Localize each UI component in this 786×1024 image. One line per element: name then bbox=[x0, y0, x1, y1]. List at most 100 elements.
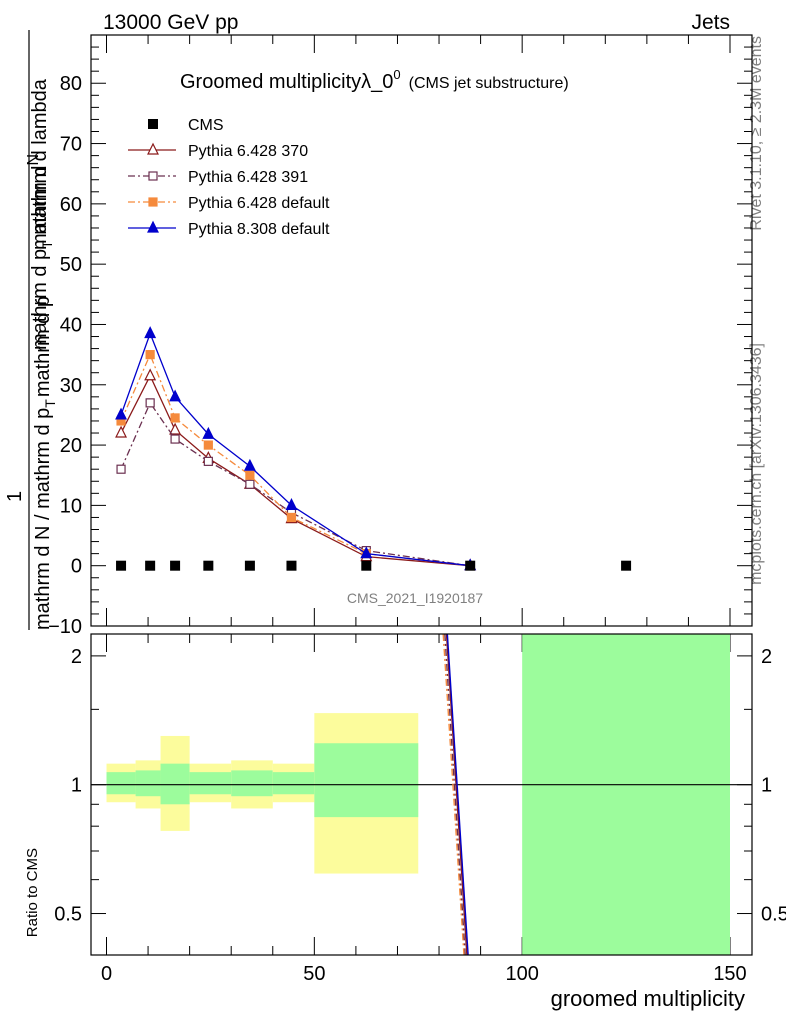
series-marker bbox=[360, 546, 373, 559]
cms-point bbox=[145, 560, 156, 571]
x-tick-label: 50 bbox=[303, 963, 325, 985]
series-marker bbox=[115, 425, 128, 438]
x-axis-title: groomed multiplicity bbox=[551, 986, 745, 1011]
ratio-y-axis-title: Ratio to CMS bbox=[24, 848, 41, 937]
ylabel-upper-n: N bbox=[25, 154, 42, 166]
y-tick-label: 0 bbox=[71, 556, 82, 578]
ratio-tick-label-right: 2 bbox=[761, 646, 772, 668]
series-marker bbox=[116, 464, 126, 474]
ratio-band-inner bbox=[135, 770, 161, 797]
series-marker bbox=[145, 350, 155, 360]
series-pythia-6-428-370 bbox=[115, 368, 477, 571]
cms-point bbox=[170, 560, 181, 571]
ylabel-den-tail: mathrm d p bbox=[32, 296, 54, 397]
series-pythia-6-428-391 bbox=[116, 398, 475, 571]
plot-title: Groomed multiplicityλ_00 (CMS jet substru… bbox=[180, 67, 569, 93]
ratio-line bbox=[445, 633, 468, 956]
ratio-band-inner bbox=[314, 743, 419, 818]
series-marker bbox=[203, 440, 213, 450]
series-marker bbox=[203, 456, 213, 466]
series-marker bbox=[115, 407, 128, 420]
header-category: Jets bbox=[691, 11, 730, 34]
series-marker bbox=[170, 434, 180, 444]
ylabel-mid-sub: T bbox=[39, 240, 55, 249]
ratio-tick-label: 1 bbox=[71, 775, 82, 797]
cms-point bbox=[244, 560, 255, 571]
rivet-label: Rivet 3.1.10, ≥ 2.3M events bbox=[748, 36, 765, 231]
series-marker bbox=[144, 326, 157, 339]
series-line bbox=[120, 331, 471, 567]
series-line bbox=[120, 374, 471, 567]
series-marker bbox=[169, 389, 182, 402]
ylabel-mid-tail: mathrm d lambda bbox=[29, 78, 51, 240]
cms-point bbox=[286, 560, 297, 571]
ratio-frame bbox=[90, 633, 753, 956]
y-tick-label: 40 bbox=[60, 314, 82, 336]
legend-label: Pythia 6.428 default bbox=[188, 195, 330, 212]
ratio-band-inner bbox=[231, 770, 273, 797]
title-text: Groomed multiplicity bbox=[180, 71, 361, 93]
series-marker bbox=[145, 398, 155, 408]
y-tick-label: 70 bbox=[60, 134, 82, 156]
cms-point bbox=[203, 560, 214, 571]
ylabel-denominator: mathrm d N / mathrm d pTmathrm d p bbox=[32, 296, 58, 630]
legend-label: Pythia 6.428 370 bbox=[188, 143, 308, 160]
series-marker bbox=[243, 458, 256, 471]
ratio-line bbox=[444, 633, 466, 956]
legend-label: Pythia 6.428 391 bbox=[188, 169, 308, 186]
y-tick-label: 30 bbox=[60, 375, 82, 397]
series-marker bbox=[148, 197, 158, 207]
ratio-band-inner bbox=[522, 634, 730, 955]
ratio-band-inner bbox=[189, 772, 232, 795]
main-frame bbox=[90, 34, 753, 627]
series-marker bbox=[245, 470, 255, 480]
series-layer bbox=[115, 326, 477, 571]
series-marker bbox=[169, 422, 182, 435]
ylabel-numerator: 1 bbox=[4, 491, 26, 502]
y-tick-label: 60 bbox=[60, 194, 82, 216]
ratio-tick-label: 0.5 bbox=[54, 904, 82, 926]
ylabel-upper-a: mathrm dN bbox=[25, 154, 51, 250]
legend: CMS Pythia 6.428 370 Pythia 6.428 391 Pythi… bbox=[128, 117, 330, 238]
x-tick-label: 150 bbox=[713, 963, 746, 985]
series-marker bbox=[148, 171, 158, 181]
ratio-band-inner bbox=[106, 772, 136, 795]
ratio-band-inner bbox=[272, 772, 315, 795]
ratio-line bbox=[442, 633, 465, 956]
title-sup: 0 bbox=[393, 67, 400, 82]
ratio-tick-label: 2 bbox=[71, 646, 82, 668]
title-subtitle: (CMS jet substructure) bbox=[409, 75, 569, 92]
ratio-band-inner bbox=[160, 763, 190, 805]
series-marker bbox=[285, 498, 298, 510]
legend-label: CMS bbox=[188, 117, 224, 134]
ylabel-upper-prefix: mathrm d bbox=[29, 166, 51, 250]
y-tick-label: 80 bbox=[60, 73, 82, 95]
x-tick-label: 0 bbox=[101, 963, 112, 985]
series-pythia-6-428-default bbox=[116, 350, 475, 571]
legend-label: Pythia 8.308 default bbox=[188, 221, 330, 238]
ylabel-mid-prefix: mathrm d p bbox=[29, 249, 51, 350]
cms-point bbox=[361, 560, 372, 571]
ylabel-den-sub: T bbox=[42, 399, 58, 408]
ratio-tick-label-right: 1 bbox=[761, 775, 772, 797]
ratio-bands bbox=[91, 634, 752, 955]
series-marker bbox=[147, 142, 159, 155]
mcplots-label: mcplots.cern.ch [arXiv:1306.3436] bbox=[748, 343, 765, 585]
series-marker bbox=[144, 368, 157, 381]
ratio-lines bbox=[442, 633, 469, 956]
y-tick-label: 10 bbox=[60, 495, 82, 517]
series-marker bbox=[202, 426, 215, 439]
y-tick-label: 50 bbox=[60, 254, 82, 276]
cms-point bbox=[116, 560, 127, 571]
ratio-tick-label-right: 0.5 bbox=[761, 904, 786, 926]
cms-points bbox=[116, 560, 632, 571]
main-y-axis-title: 1 mathrm dN mathrm d pT mathrm d lambda … bbox=[4, 30, 58, 630]
ratio-line bbox=[446, 633, 469, 956]
x-tick-label: 100 bbox=[505, 963, 538, 985]
series-line bbox=[120, 352, 471, 567]
ylabel-upper-b: mathrm d pT mathrm d lambda bbox=[29, 78, 55, 350]
ratio-axis-ticks: 0.5 0.5 1 1 2 2 bbox=[54, 646, 786, 926]
series-pythia-8-308-default bbox=[115, 326, 477, 571]
y-tick-label: 20 bbox=[60, 435, 82, 457]
